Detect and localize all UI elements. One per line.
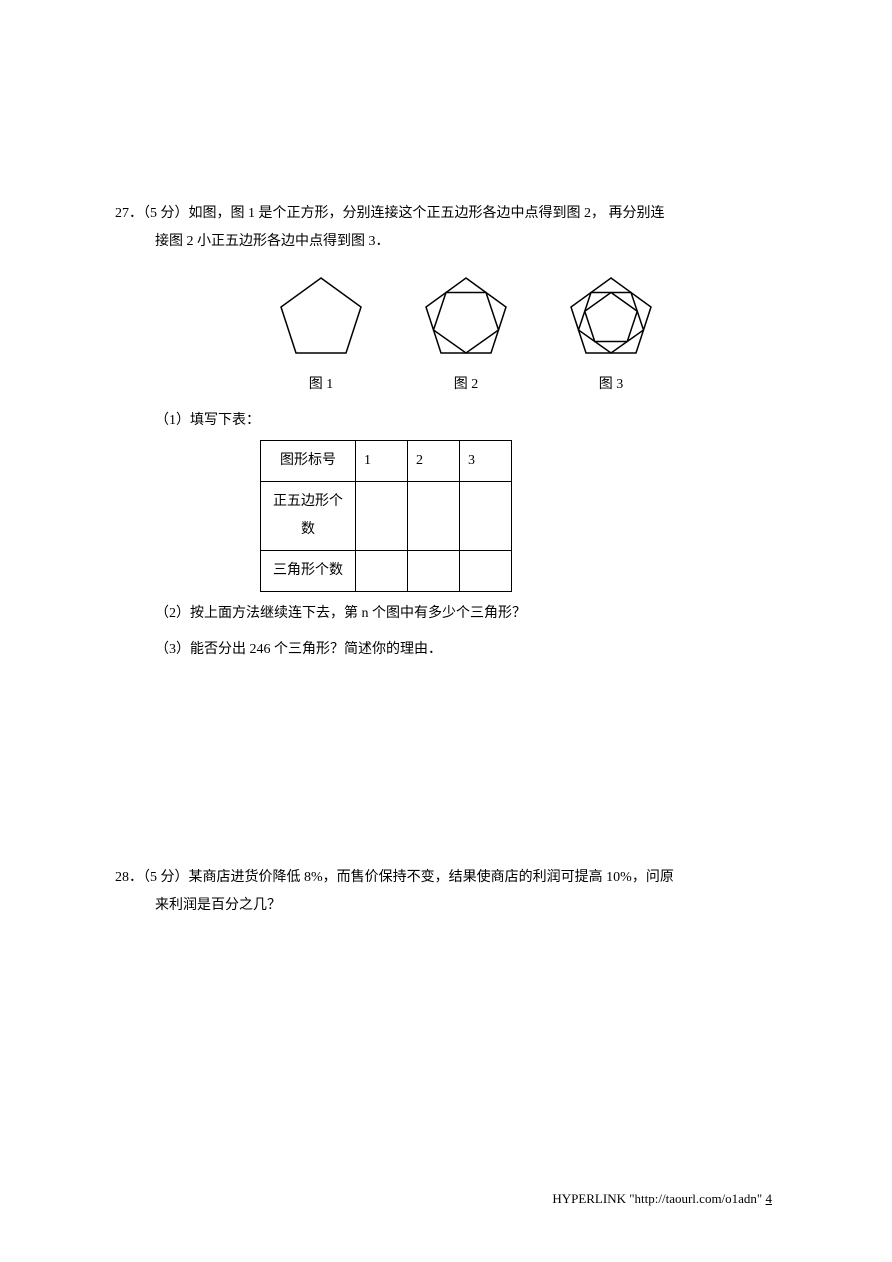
problem-27: 27．（5 分）如图，图 1 是个正方形，分别连接这个正五边形各边中点得到图 2… [115,200,777,664]
figures-row: 图 1 图 2 图 3 [155,271,777,399]
problem-28-body: 来利润是百分之几？ [115,892,777,920]
problem-text-indent: 来利润是百分之几？ [155,892,777,920]
cell-r2-c1 [356,482,408,551]
problem-number: 27． [115,206,143,221]
sub1-label: （1）填写下表： [155,413,260,428]
cell-r1-c1: 1 [356,441,408,482]
cell-r2-c3 [460,482,512,551]
problem-points: （5 分） [143,206,189,221]
problem-27-body: 接图 2 小正五边形各边中点得到图 3． 图 1 图 2 [115,228,777,664]
cell-r1-c2: 2 [408,441,460,482]
cell-r1-label: 图形标号 [261,441,356,482]
page-footer: HYPERLINK "http://taourl.com/o1adn" 4 [552,1186,772,1212]
pentagon-table: 图形标号 1 2 3 正五边形个数 三角形个数 [260,440,512,592]
sub-question-3: （3）能否分出 246 个三角形？简述你的理由． [155,636,777,664]
cell-r1-c3: 3 [460,441,512,482]
cell-r3-c1 [356,551,408,592]
figure-3-label: 图 3 [599,371,624,399]
pentagon-3-icon [566,271,656,361]
table-row: 三角形个数 [261,551,512,592]
problem-number: 28． [115,870,143,885]
cell-r2-c2 [408,482,460,551]
pentagon-2-icon [421,271,511,361]
figure-1: 图 1 [276,271,366,399]
figure-3: 图 3 [566,271,656,399]
table-row: 图形标号 1 2 3 [261,441,512,482]
problem-28-header: 28．（5 分）某商店进货价降低 8%，而售价保持不变，结果使商店的利润可提高 … [115,864,777,892]
figure-1-label: 图 1 [309,371,334,399]
figure-2: 图 2 [421,271,511,399]
pentagon-1-icon [276,271,366,361]
figure-2-label: 图 2 [454,371,479,399]
problem-text-indent: 接图 2 小正五边形各边中点得到图 3． [155,228,777,256]
problem-points: （5 分） [143,870,189,885]
footer-hyperlink-label: HYPERLINK [552,1191,626,1206]
problem-28: 28．（5 分）某商店进货价降低 8%，而售价保持不变，结果使商店的利润可提高 … [115,864,777,920]
sub-question-2: （2）按上面方法继续连下去，第 n 个图中有多少个三角形？ [155,600,777,628]
footer-url: "http://taourl.com/o1adn" [629,1191,762,1206]
cell-r3-c3 [460,551,512,592]
problem-text1: 某商店进货价降低 8%，而售价保持不变，结果使商店的利润可提高 10%，问原 [189,870,674,885]
cell-r3-c2 [408,551,460,592]
table-row: 正五边形个数 [261,482,512,551]
cell-r2-label: 正五边形个数 [261,482,356,551]
problem-text1: 如图，图 1 是个正方形，分别连接这个正五边形各边中点得到图 2， 再分别连 [189,206,665,221]
cell-r3-label: 三角形个数 [261,551,356,592]
problem-27-header: 27．（5 分）如图，图 1 是个正方形，分别连接这个正五边形各边中点得到图 2… [115,200,777,228]
footer-page-number: 4 [766,1191,773,1206]
sub-question-1: （1）填写下表： 图形标号 1 2 3 正五边形个数 三角形个数 [155,407,777,592]
